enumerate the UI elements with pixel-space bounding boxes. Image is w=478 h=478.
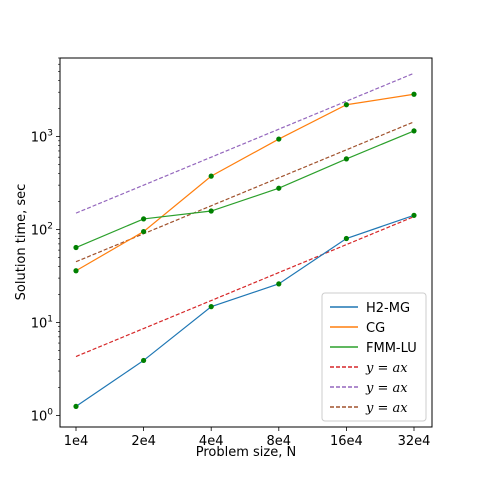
x-tick-label: 8e4	[267, 434, 292, 449]
data-point	[276, 136, 282, 142]
data-point	[276, 185, 282, 191]
legend-label: H2-MG	[366, 301, 410, 316]
legend-label: y = ax	[365, 381, 408, 396]
x-tick-label: 1e4	[64, 434, 89, 449]
x-tick-label: 32e4	[398, 434, 431, 449]
legend-label: CG	[366, 321, 385, 336]
plot-area	[73, 72, 417, 409]
y-axis-label: Solution time, sec	[14, 184, 29, 301]
data-point	[73, 403, 79, 409]
y-tick-label: 102	[31, 221, 53, 238]
x-tick-label: 2e4	[131, 434, 156, 449]
series-line-0	[75, 214, 415, 407]
y-axis: 100 101 102 103	[31, 57, 60, 424]
data-point	[208, 208, 214, 214]
data-point	[141, 216, 147, 222]
y-tick-label: 100	[31, 407, 54, 424]
legend-label: FMM-LU	[366, 341, 417, 356]
data-point	[276, 281, 282, 287]
series-line-4	[75, 72, 415, 214]
data-point	[141, 228, 147, 235]
data-point	[411, 212, 417, 218]
data-point	[343, 102, 349, 108]
legend: H2-MG CG FMM-LU y = ax y = ax y = ax	[321, 292, 427, 422]
data-point	[208, 304, 214, 310]
x-tick-label: 4e4	[199, 434, 224, 449]
data-point	[343, 235, 349, 242]
data-point	[411, 91, 417, 97]
data-point	[411, 128, 417, 134]
series-line-2	[75, 130, 415, 249]
x-tick-label: 16e4	[330, 434, 363, 449]
plot-frame	[59, 57, 433, 428]
data-point	[73, 268, 79, 274]
data-point	[208, 173, 214, 179]
y-tick-label: 103	[31, 129, 53, 146]
data-point	[141, 357, 147, 364]
legend-box	[321, 292, 427, 422]
y-tick-label: 101	[31, 314, 53, 331]
series-line-3	[75, 216, 415, 358]
legend-label: y = ax	[365, 401, 408, 416]
x-axis-label: Problem size, N	[196, 445, 296, 460]
data-point	[343, 156, 349, 162]
data-point	[73, 244, 79, 251]
x-axis: 1e4 2e4 4e4 8e4 16e4 32e4	[64, 427, 431, 449]
series-line-1	[75, 93, 415, 272]
legend-label: y = ax	[365, 361, 408, 376]
